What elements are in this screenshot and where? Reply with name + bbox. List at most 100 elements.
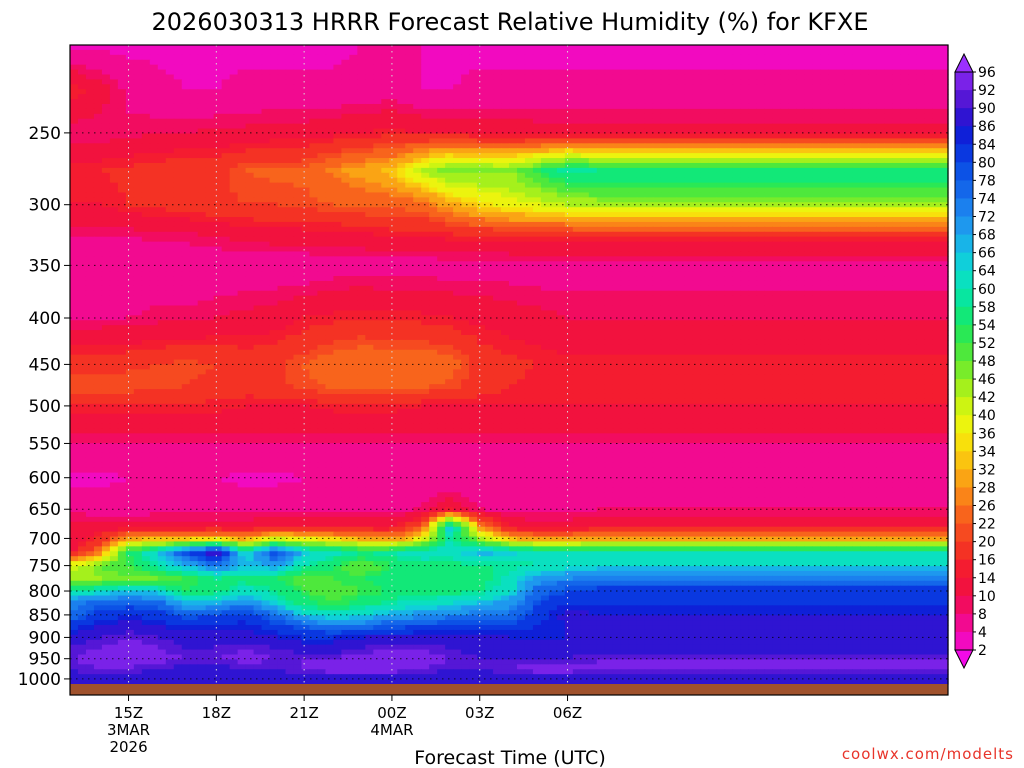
rh-cell <box>509 79 518 85</box>
rh-cell <box>317 133 326 139</box>
rh-cell <box>493 84 502 90</box>
rh-cell <box>645 153 654 159</box>
rh-cell <box>517 242 526 248</box>
rh-cell <box>453 183 462 189</box>
rh-cell <box>381 158 390 164</box>
rh-cell <box>349 232 358 238</box>
rh-cell <box>597 94 606 100</box>
rh-cell <box>541 74 550 80</box>
rh-cell <box>86 143 95 149</box>
rh-cell <box>469 55 478 61</box>
rh-cell <box>709 84 718 90</box>
rh-cell <box>653 119 662 125</box>
rh-cell <box>190 247 199 253</box>
rh-cell <box>836 79 845 85</box>
rh-cell <box>126 89 135 95</box>
rh-cell <box>916 124 925 130</box>
rh-cell <box>812 261 821 267</box>
rh-cell <box>230 133 239 139</box>
rh-cell <box>645 188 654 194</box>
rh-cell <box>868 138 877 144</box>
rh-cell <box>373 207 382 213</box>
rh-cell <box>214 247 223 253</box>
rh-cell <box>78 99 87 105</box>
rh-cell <box>629 222 638 228</box>
rh-cell <box>693 237 702 243</box>
rh-cell <box>828 55 837 61</box>
rh-cell <box>134 74 143 80</box>
rh-cell <box>206 207 215 213</box>
rh-cell <box>445 178 454 184</box>
rh-cell <box>397 109 406 115</box>
rh-cell <box>725 188 734 194</box>
rh-cell <box>732 173 741 179</box>
rh-cell <box>413 188 422 194</box>
rh-cell <box>158 94 167 100</box>
rh-cell <box>621 99 630 105</box>
rh-cell <box>270 138 279 144</box>
rh-cell <box>868 163 877 169</box>
rh-cell <box>166 70 175 76</box>
rh-cell <box>182 227 191 233</box>
rh-cell <box>661 163 670 169</box>
rh-cell <box>445 109 454 115</box>
rh-cell <box>70 119 79 125</box>
rh-cell <box>150 79 159 85</box>
rh-cell <box>110 79 119 85</box>
rh-cell <box>613 158 622 164</box>
rh-cell <box>796 94 805 100</box>
rh-cell <box>477 242 486 248</box>
rh-cell <box>206 192 215 198</box>
rh-cell <box>884 104 893 110</box>
rh-cell <box>732 217 741 223</box>
rh-cell <box>118 222 127 228</box>
rh-cell <box>549 251 558 257</box>
rh-cell <box>900 168 909 174</box>
rh-cell <box>533 104 542 110</box>
rh-cell <box>150 217 159 223</box>
rh-cell <box>884 70 893 76</box>
rh-cell <box>629 133 638 139</box>
rh-cell <box>238 178 247 184</box>
rh-cell <box>597 242 606 248</box>
rh-cell <box>445 79 454 85</box>
rh-cell <box>222 227 231 233</box>
rh-cell <box>940 119 949 125</box>
rh-cell <box>621 247 630 253</box>
rh-cell <box>796 183 805 189</box>
rh-cell <box>533 188 542 194</box>
rh-cell <box>740 89 749 95</box>
rh-cell <box>389 109 398 115</box>
rh-cell <box>278 65 287 71</box>
rh-cell <box>349 104 358 110</box>
rh-cell <box>341 212 350 218</box>
rh-cell <box>525 50 534 56</box>
rh-cell <box>725 99 734 105</box>
rh-cell <box>485 247 494 253</box>
rh-cell <box>573 178 582 184</box>
rh-cell <box>333 232 342 238</box>
rh-cell <box>812 50 821 56</box>
rh-cell <box>166 266 175 272</box>
rh-cell <box>764 256 773 262</box>
rh-cell <box>397 251 406 257</box>
rh-cell <box>214 119 223 125</box>
rh-cell <box>309 74 318 80</box>
rh-cell <box>134 183 143 189</box>
rh-cell <box>509 133 518 139</box>
rh-cell <box>748 45 757 51</box>
rh-cell <box>693 143 702 149</box>
rh-cell <box>844 60 853 66</box>
rh-cell <box>190 163 199 169</box>
rh-cell <box>740 237 749 243</box>
rh-cell <box>341 65 350 71</box>
rh-cell <box>725 60 734 66</box>
rh-cell <box>669 89 678 95</box>
rh-cell <box>613 251 622 257</box>
rh-cell <box>693 222 702 228</box>
rh-cell <box>924 251 933 257</box>
rh-cell <box>78 50 87 56</box>
rh-cell <box>525 183 534 189</box>
rh-cell <box>780 242 789 248</box>
rh-cell <box>653 251 662 257</box>
